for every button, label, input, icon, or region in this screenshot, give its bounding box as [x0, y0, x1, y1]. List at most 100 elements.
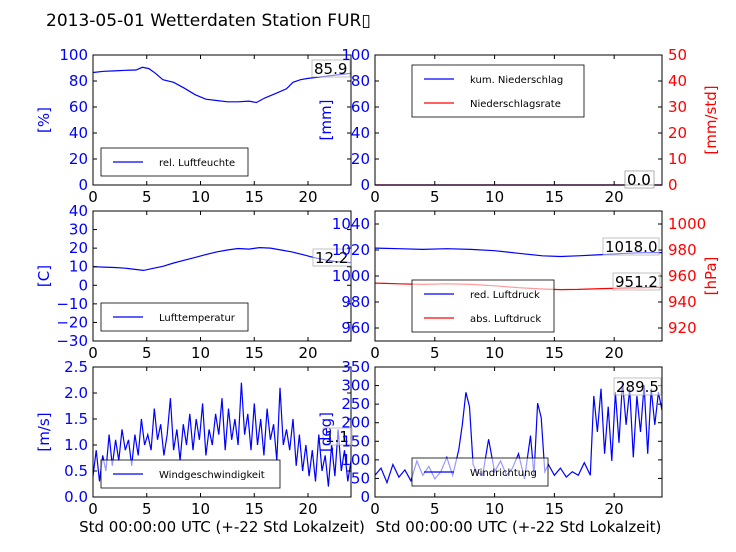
y-tick-label: −10 [56, 295, 88, 313]
x-tick-label: 15 [545, 188, 564, 206]
y-tick-label: 960 [341, 319, 370, 337]
y2-tick-label: 0 [668, 176, 678, 194]
x-axis-label: Std 00:00:00 UTC (+-22 Std Lokalzeit) [376, 518, 662, 536]
y-tick-label: 1.0 [64, 436, 88, 454]
y-tick-label: 80 [351, 72, 370, 90]
legend: Windrichtung [411, 457, 549, 487]
x-tick-label: 20 [298, 500, 317, 518]
y-tick-label: 2.5 [64, 358, 88, 376]
axes-frame [92, 210, 352, 342]
x-tick-label: 5 [430, 500, 440, 518]
y-axis-label: [C] [35, 265, 53, 287]
legend-entry: rel. Luftfeuchte [159, 158, 235, 169]
legend: kum. Niederschlag Niederschlagsrate [411, 64, 585, 118]
legend-entry: red. Luftdruck [470, 290, 540, 301]
x-tick-label: 10 [191, 500, 210, 518]
y-tick-label: 2.0 [64, 384, 88, 402]
y2-tick-label: 20 [668, 124, 687, 142]
x-tick-label: 10 [191, 344, 210, 362]
series-line-humidity-0 [92, 66, 352, 104]
x-tick-label: 5 [430, 344, 440, 362]
value-box [311, 59, 351, 78]
y-tick-label: 40 [351, 124, 370, 142]
x-tick-label: 5 [430, 188, 440, 206]
value-box [613, 377, 662, 396]
series-line-temperature-0 [92, 246, 352, 272]
y-tick-label: 100 [341, 46, 370, 64]
y-tick-label: 50 [351, 469, 370, 487]
figure-title: 2013-05-01 Wetterdaten Station FUR▯ [46, 11, 371, 31]
x-tick-label: 0 [88, 344, 98, 362]
x-tick-label: 5 [142, 500, 152, 518]
legend-entry: Lufttemperatur [159, 313, 236, 324]
value-box [612, 272, 661, 291]
legend: rel. Luftfeuchte [100, 147, 249, 177]
legend-entry: Niederschlagsrate [470, 99, 561, 110]
y2-tick-label: 30 [668, 98, 687, 116]
legend-entry: kum. Niederschlag [470, 75, 563, 86]
last-value-label: 1018.0 [605, 238, 658, 256]
y-tick-label: 200 [341, 414, 370, 432]
y-tick-label: 0 [78, 176, 88, 194]
y2-tick-label: 980 [668, 241, 697, 259]
legend: Lufttemperatur [100, 302, 249, 332]
y-tick-label: −30 [56, 332, 88, 350]
y2-axis-label: [hPa] [702, 257, 720, 296]
legend-entry: Windgeschwindigkeit [159, 470, 265, 481]
y-tick-label: 10 [69, 258, 88, 276]
panel-humidity: 0 5 10 15 20 0 20 40 60 80 100 [%] rel. Luftfeuchte 8… [35, 46, 352, 206]
y2-tick-label: 10 [668, 150, 687, 168]
y-tick-label: 0 [360, 176, 370, 194]
y2-tick-label: 940 [668, 293, 697, 311]
y-tick-label: 150 [341, 432, 370, 450]
y-axis-label: [mm] [317, 100, 335, 141]
y-tick-label: 20 [351, 150, 370, 168]
x-tick-label: 5 [142, 188, 152, 206]
y2-tick-label: 920 [668, 319, 697, 337]
y-tick-label: 1000 [332, 267, 370, 285]
last-value-label: 85.9 [314, 60, 347, 78]
y-tick-label: 60 [69, 98, 88, 116]
x-tick-label: 15 [245, 188, 264, 206]
y-tick-label: 0.0 [64, 488, 88, 506]
y-tick-label: 0 [78, 276, 88, 294]
last-value-label: 1.1 [325, 428, 349, 446]
panel-temperature: 0 5 10 15 20−30−20−10010203040[C]Lufttempera… [35, 202, 352, 362]
y2-tick-label: 40 [668, 72, 687, 90]
y-axis-label: [m/s] [35, 412, 53, 451]
x-tick-label: 20 [298, 344, 317, 362]
legend: Windgeschwindigkeit [100, 459, 281, 489]
y-tick-label: 300 [341, 377, 370, 395]
y2-axis-label: [mm/std] [702, 85, 720, 154]
y2-tick-label: 50 [668, 46, 687, 64]
value-box [602, 237, 660, 256]
y-tick-label: 30 [69, 221, 88, 239]
value-box [624, 170, 655, 189]
y-tick-label: 20 [69, 239, 88, 257]
legend: red. Luftdruck abs. Luftdruck [411, 279, 555, 333]
y-tick-label: 1.5 [64, 410, 88, 428]
x-tick-label: 15 [245, 344, 264, 362]
value-box [312, 248, 352, 267]
y-tick-label: 0.5 [64, 462, 88, 480]
legend-entry: Windrichtung [470, 468, 537, 479]
y-tick-label: 40 [69, 124, 88, 142]
y-tick-label: 40 [69, 202, 88, 220]
axes-frame [92, 54, 352, 186]
x-tick-label: 0 [88, 500, 98, 518]
x-tick-label: 15 [245, 500, 264, 518]
x-tick-label: 20 [605, 344, 624, 362]
x-tick-label: 0 [88, 188, 98, 206]
panel-precipitation: 0 5 10 15 20 0 20 40 60 80 100 0 10 20 30 40 50 [mm] [mm/s… [317, 46, 720, 206]
axes-frame [374, 54, 663, 186]
x-tick-label: 0 [370, 500, 380, 518]
legend-entry: abs. Luftdruck [470, 314, 541, 325]
x-tick-label: 0 [370, 188, 380, 206]
y2-tick-label: 960 [668, 267, 697, 285]
last-value-label: 12.2 [315, 249, 348, 267]
y-axis-label: [deg] [317, 412, 335, 452]
y-tick-label: 1040 [332, 215, 370, 233]
value-box [322, 427, 353, 446]
